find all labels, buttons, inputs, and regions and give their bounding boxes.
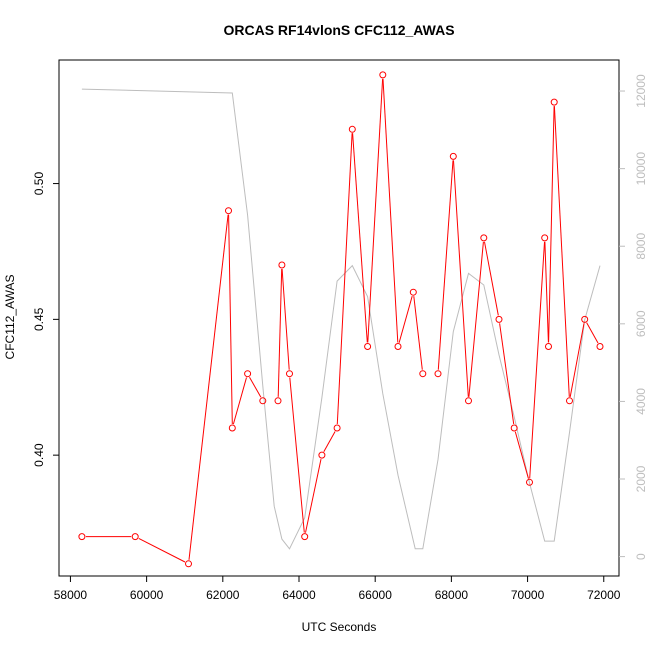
y-tick-label: 0.45: [32, 307, 46, 331]
red-series-point: [495, 315, 503, 323]
x-axis: 58000 60000 62000 64000 66000 68000 70000 72000: [54, 576, 621, 602]
red-series-point: [541, 234, 549, 242]
red-series-segment: [305, 458, 322, 533]
y2-tick-label: 6000: [634, 310, 648, 337]
x-tick-label: 60000: [130, 588, 164, 602]
red-series-point: [434, 370, 442, 378]
red-series-segment: [249, 376, 262, 398]
y2-tick-label: 10000: [634, 152, 648, 186]
red-series-segment: [289, 377, 305, 533]
red-series-point: [581, 315, 589, 323]
red-series-point: [526, 478, 533, 486]
red-series-point: [225, 207, 232, 215]
x-tick-label: 72000: [587, 588, 621, 602]
red-series-segment: [484, 241, 499, 316]
red-series-point: [244, 370, 252, 378]
red-series-point: [449, 152, 457, 160]
red-series-point: [419, 370, 427, 378]
x-axis-label: UTC Seconds: [302, 620, 377, 634]
red-series-segment: [281, 268, 290, 370]
red-series-point: [550, 98, 558, 106]
red-series-segment: [413, 296, 423, 370]
red-series-point: [394, 343, 402, 350]
red-series-point: [185, 560, 192, 568]
red-series-segment: [553, 106, 570, 397]
red-series-segment: [188, 214, 229, 560]
red-series-point: [286, 370, 293, 378]
red-series-point: [566, 397, 573, 405]
red-series-point: [480, 234, 488, 242]
red-series-segment: [277, 268, 283, 397]
red-series-segment: [569, 323, 585, 397]
red-series-point: [78, 533, 86, 541]
red-series-segment: [514, 431, 529, 479]
x-tick-label: 68000: [435, 588, 469, 602]
red-series: [78, 71, 604, 568]
red-series-segment: [499, 323, 515, 425]
grey-series-line: [81, 88, 601, 550]
red-series-segment: [138, 537, 186, 563]
red-series-segment: [367, 78, 384, 343]
red-series-segment: [437, 160, 454, 370]
red-series-point: [465, 397, 472, 405]
y2-tick-label: 4000: [634, 388, 648, 415]
y-axis-label: CFC112_AWAS: [3, 275, 17, 360]
red-series-point: [348, 125, 356, 133]
y-tick-label: 0.50: [32, 172, 46, 196]
red-series-point: [510, 424, 518, 432]
x-tick-label: 70000: [511, 588, 545, 602]
red-series-point: [301, 533, 309, 541]
grey-series: [81, 88, 601, 550]
x-tick-label: 66000: [359, 588, 393, 602]
y2-tick-label: 12000: [634, 74, 648, 108]
red-series-point: [278, 261, 286, 269]
red-series-point: [409, 288, 417, 296]
red-series-point: [364, 343, 372, 350]
y-tick-label: 0.40: [32, 443, 46, 467]
x-tick-label: 58000: [54, 588, 88, 602]
plot-frame: [58, 59, 620, 577]
red-series-point: [596, 343, 604, 350]
red-series-segment: [232, 377, 247, 425]
y2-tick-label: 0: [634, 553, 648, 560]
red-series-point: [228, 424, 236, 432]
red-series-segment: [382, 78, 399, 343]
red-series-segment: [352, 133, 368, 343]
y2-axis: 0 2000 4000 6000 8000 10000 12000: [619, 74, 648, 560]
y-axis: 0.40 0.45 0.50: [32, 172, 59, 467]
chart-title: ORCAS RF14vlonS CFC112_AWAS: [223, 22, 454, 38]
red-series-segment: [586, 322, 599, 344]
red-series-point: [131, 533, 139, 541]
red-series-point: [333, 424, 341, 432]
red-series-segment: [529, 241, 545, 479]
red-series-segment: [453, 160, 469, 397]
red-series-segment: [548, 106, 555, 343]
red-series-point: [274, 397, 282, 405]
red-series-segment: [468, 241, 484, 397]
red-series-segment: [228, 214, 233, 425]
y2-tick-label: 8000: [634, 233, 648, 260]
red-series-segment: [398, 295, 413, 343]
red-series-point: [379, 71, 387, 79]
x-tick-label: 64000: [282, 588, 316, 602]
y2-tick-label: 2000: [634, 465, 648, 492]
x-tick-label: 62000: [206, 588, 240, 602]
red-series-segment: [544, 241, 549, 343]
red-series-segment: [323, 431, 336, 452]
red-series-point: [259, 397, 267, 405]
red-series-point: [318, 451, 326, 459]
red-series-point: [545, 343, 552, 350]
red-series-segment: [336, 133, 353, 425]
